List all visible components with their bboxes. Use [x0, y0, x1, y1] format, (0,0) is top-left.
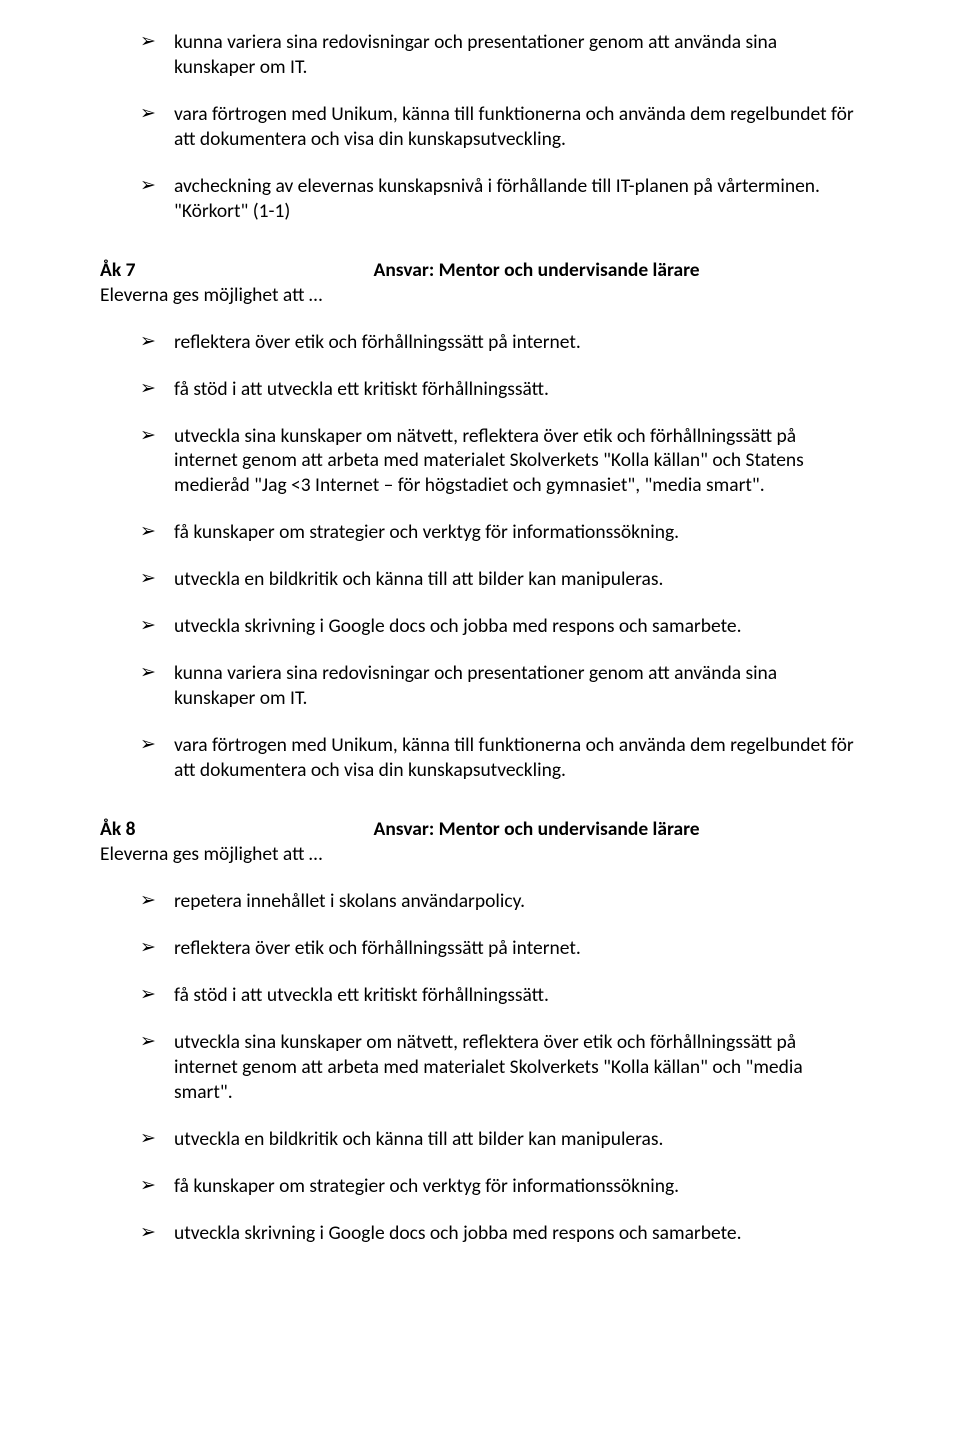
top-bullet-list: kunna variera sina redovisningar och pre…: [100, 30, 860, 224]
list-item-text: få stöd i att utveckla ett kritiskt förh…: [174, 377, 549, 401]
list-item-text: kunna variera sina redovisningar och pre…: [174, 661, 777, 710]
section-heading-ak8: Åk 8 Ansvar: Mentor och undervisande lär…: [100, 817, 860, 867]
list-item: utveckla skrivning i Google docs och job…: [140, 614, 860, 639]
list-item: repetera innehållet i skolans användarpo…: [140, 889, 860, 914]
responsibility-label: Ansvar: Mentor och undervisande lärare: [374, 258, 700, 283]
list-item-text: utveckla skrivning i Google docs och job…: [174, 614, 742, 638]
ak7-bullet-list: reflektera över etik och förhållningssät…: [100, 330, 860, 783]
responsibility-label: Ansvar: Mentor och undervisande lärare: [374, 817, 700, 842]
list-item: få stöd i att utveckla ett kritiskt förh…: [140, 377, 860, 402]
spacer: [135, 258, 373, 283]
list-item: utveckla en bildkritik och känna till at…: [140, 567, 860, 592]
list-item-text: utveckla sina kunskaper om nätvett, refl…: [174, 424, 804, 498]
document-page: kunna variera sina redovisningar och pre…: [0, 0, 960, 1454]
grade-label: Åk 8: [100, 817, 135, 842]
list-item: kunna variera sina redovisningar och pre…: [140, 30, 860, 80]
section-heading-ak7: Åk 7 Ansvar: Mentor och undervisande lär…: [100, 258, 860, 308]
heading-row: Åk 8 Ansvar: Mentor och undervisande lär…: [100, 817, 860, 842]
list-item: utveckla skrivning i Google docs och job…: [140, 1221, 860, 1246]
list-item-text: utveckla en bildkritik och känna till at…: [174, 1127, 663, 1151]
list-item-text: vara förtrogen med Unikum, känna till fu…: [174, 733, 854, 782]
list-item-text: utveckla sina kunskaper om nätvett, refl…: [174, 1030, 803, 1104]
list-item: reflektera över etik och förhållningssät…: [140, 330, 860, 355]
list-item-text: få kunskaper om strategier och verktyg f…: [174, 520, 679, 544]
list-item: utveckla sina kunskaper om nätvett, refl…: [140, 424, 860, 499]
list-item-text: utveckla en bildkritik och känna till at…: [174, 567, 663, 591]
heading-row: Åk 7 Ansvar: Mentor och undervisande lär…: [100, 258, 860, 283]
list-item: få stöd i att utveckla ett kritiskt förh…: [140, 983, 860, 1008]
list-item-text: avcheckning av elevernas kunskapsnivå i …: [174, 174, 820, 223]
list-item: utveckla sina kunskaper om nätvett, refl…: [140, 1030, 860, 1105]
grade-label: Åk 7: [100, 258, 135, 283]
spacer: [135, 817, 373, 842]
list-item-text: reflektera över etik och förhållningssät…: [174, 936, 581, 960]
list-item-text: kunna variera sina redovisningar och pre…: [174, 30, 777, 79]
list-item: avcheckning av elevernas kunskapsnivå i …: [140, 174, 860, 224]
list-item: vara förtrogen med Unikum, känna till fu…: [140, 102, 860, 152]
list-item-text: utveckla skrivning i Google docs och job…: [174, 1221, 742, 1245]
list-item: kunna variera sina redovisningar och pre…: [140, 661, 860, 711]
list-item: få kunskaper om strategier och verktyg f…: [140, 1174, 860, 1199]
list-item-text: vara förtrogen med Unikum, känna till fu…: [174, 102, 854, 151]
heading-subtext: Eleverna ges möjlighet att …: [100, 283, 860, 308]
list-item: utveckla en bildkritik och känna till at…: [140, 1127, 860, 1152]
heading-subtext: Eleverna ges möjlighet att …: [100, 842, 860, 867]
list-item: vara förtrogen med Unikum, känna till fu…: [140, 733, 860, 783]
ak8-bullet-list: repetera innehållet i skolans användarpo…: [100, 889, 860, 1246]
list-item-text: reflektera över etik och förhållningssät…: [174, 330, 581, 354]
list-item: reflektera över etik och förhållningssät…: [140, 936, 860, 961]
list-item: få kunskaper om strategier och verktyg f…: [140, 520, 860, 545]
list-item-text: få stöd i att utveckla ett kritiskt förh…: [174, 983, 549, 1007]
list-item-text: repetera innehållet i skolans användarpo…: [174, 889, 525, 913]
list-item-text: få kunskaper om strategier och verktyg f…: [174, 1174, 679, 1198]
